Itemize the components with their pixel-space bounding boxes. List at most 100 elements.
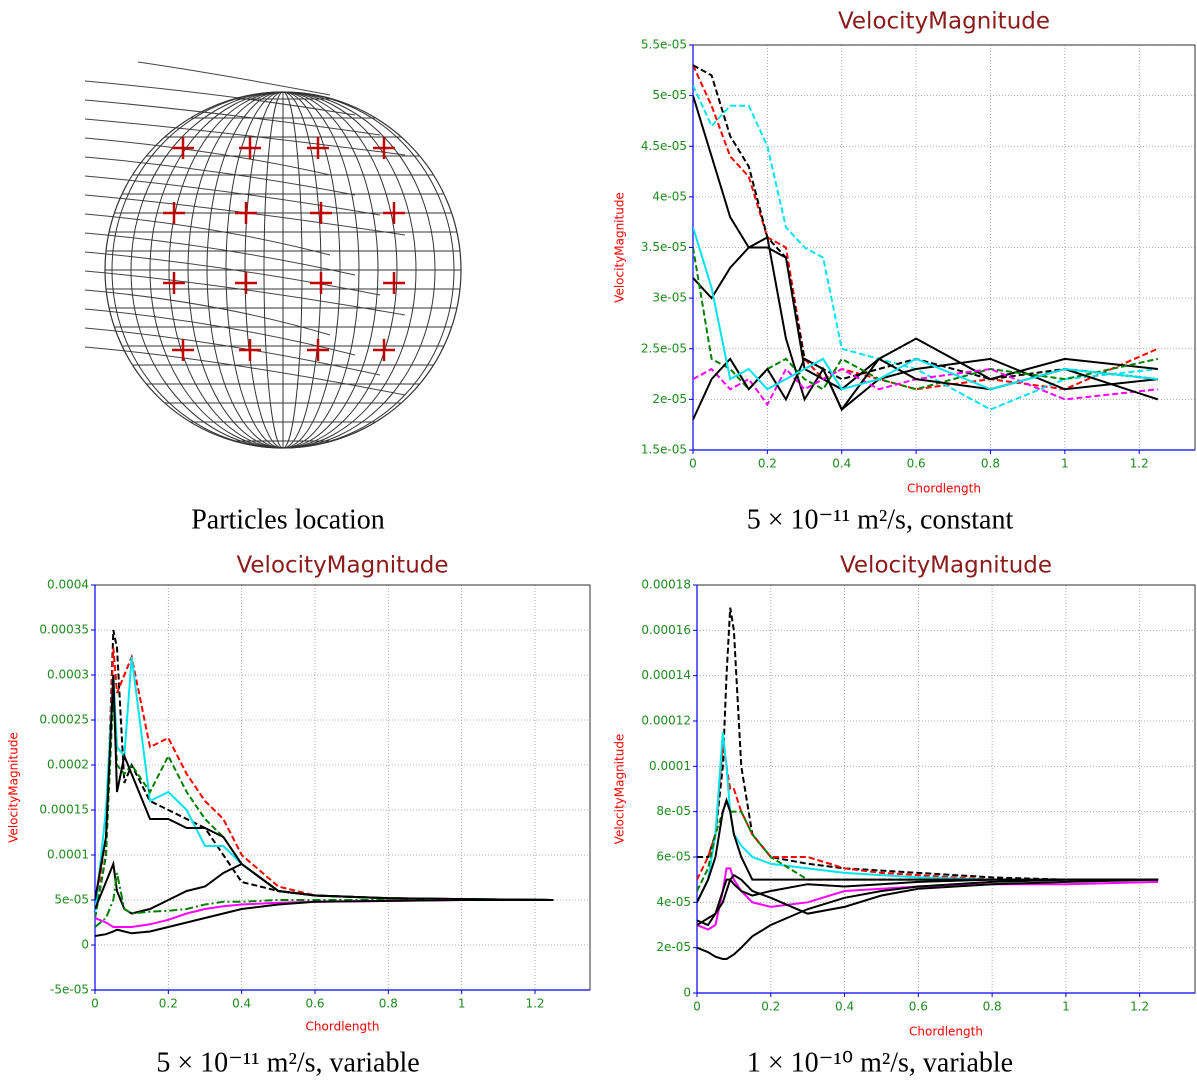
y-tick-label: 1.5e-05 [641,443,687,457]
series-line [95,692,554,919]
streamline [137,61,331,96]
x-tick-label: 0.2 [159,997,178,1011]
x-tick-label: 0.8 [379,997,398,1011]
x-tick-label: 1.2 [1130,457,1149,471]
x-tick-label: 0.2 [758,457,777,471]
streamline [84,194,406,236]
streamline [84,232,356,276]
plot-frame [696,584,1196,994]
particle-marker [235,272,257,294]
y-tick-label: 0.00015 [39,803,89,817]
x-tick-label: 0.8 [983,1000,1002,1014]
x-tick-label: 0.6 [907,457,926,471]
y-tick-label: 2.5e-05 [641,341,687,355]
y-tick-label: 3e-05 [652,291,687,305]
x-tick-label: 1 [1061,457,1069,471]
y-tick-label: 0 [81,938,89,952]
y-tick-label: 6e-05 [656,850,691,864]
plot-frame [94,584,591,991]
streamline [84,80,356,116]
series-line [95,674,554,901]
chart: VelocityMagnitude Chordlength VelocityMagn… [613,9,1196,535]
series-line [693,226,1158,391]
series-line [693,85,1158,411]
particle-marker [373,137,395,159]
x-tick-label: 0 [689,457,697,471]
chart-title: VelocityMagnitude [236,553,448,579]
particle-marker [235,202,257,224]
chart: VelocityMagnitude Chordlength VelocityMagn… [613,553,1196,1078]
particle-marker [307,137,329,159]
y-tick-label: 0.00012 [641,714,691,728]
series-line [697,878,1159,927]
particles-diagram [84,61,462,449]
y-tick-label: 2e-05 [656,940,691,954]
x-tick-label: 0.8 [981,457,1000,471]
diagram-caption: Particles location [191,504,385,535]
y-tick-label: 4e-05 [652,189,687,203]
x-axis-label: Chordlength [907,482,981,496]
y-tick-label: 5e-05 [652,88,687,102]
series-line [95,629,554,919]
y-tick-label: 0.0003 [47,668,89,682]
series-line [697,607,1159,881]
series-line [95,899,554,937]
series-line [697,732,1159,903]
x-tick-label: 0.4 [835,1000,854,1014]
y-tick-label: 4e-05 [656,895,691,909]
y-axis-label: VelocityMagnitude [613,734,627,845]
y-tick-label: 0.00018 [641,578,691,592]
streamline [84,346,406,396]
x-tick-label: 1.2 [525,997,544,1011]
y-tick-label: 0.00014 [641,668,691,682]
particle-marker [172,137,194,159]
x-tick-label: 1.2 [1130,1000,1149,1014]
x-axis-label: Chordlength [909,1025,983,1039]
particle-marker [239,137,261,159]
series-line [693,64,1159,391]
series-line [697,878,1159,960]
series-line [95,860,554,915]
series-line [95,656,554,914]
y-tick-label: 8e-05 [656,804,691,818]
particle-marker [383,202,405,224]
particle-marker [373,339,395,361]
y-tick-label: 0.0001 [47,848,89,862]
series-line [693,247,1159,391]
chart-caption: 5 × 10⁻¹¹ m²/s, variable [156,1047,419,1078]
particle-marker [172,339,194,361]
streamline [84,270,406,316]
x-tick-label: 0.4 [232,997,251,1011]
y-tick-label: -5e-05 [50,983,89,997]
series-line [693,95,1158,391]
series-line [693,367,1158,407]
chart-title: VelocityMagnitude [840,553,1052,579]
y-tick-label: 5e-05 [54,893,89,907]
particle-marker [307,339,329,361]
series-line [95,872,554,928]
series-line [95,647,554,910]
streamline [84,175,381,216]
particle-marker [383,272,405,294]
x-tick-label: 0 [91,997,99,1011]
y-tick-label: 4.5e-05 [641,139,687,153]
x-tick-label: 1 [1062,1000,1070,1014]
chart-title: VelocityMagnitude [838,9,1050,35]
streamline [84,137,331,176]
y-tick-label: 0.00025 [39,713,89,727]
x-axis-label: Chordlength [306,1020,380,1034]
x-tick-label: 0.2 [761,1000,780,1014]
x-tick-label: 0.6 [305,997,324,1011]
y-tick-label: 0.00035 [39,623,89,637]
y-tick-label: 0 [683,986,691,1000]
series-line [697,797,1159,903]
particle-marker [163,202,185,224]
y-axis-label: VelocityMagnitude [613,192,627,303]
chart-caption: 5 × 10⁻¹¹ m²/s, constant [747,504,1014,535]
x-tick-label: 0.6 [909,1000,928,1014]
streamline [84,156,356,196]
y-tick-label: 0.0002 [47,758,89,772]
y-tick-label: 2e-05 [652,392,687,406]
particle-marker [163,272,185,294]
